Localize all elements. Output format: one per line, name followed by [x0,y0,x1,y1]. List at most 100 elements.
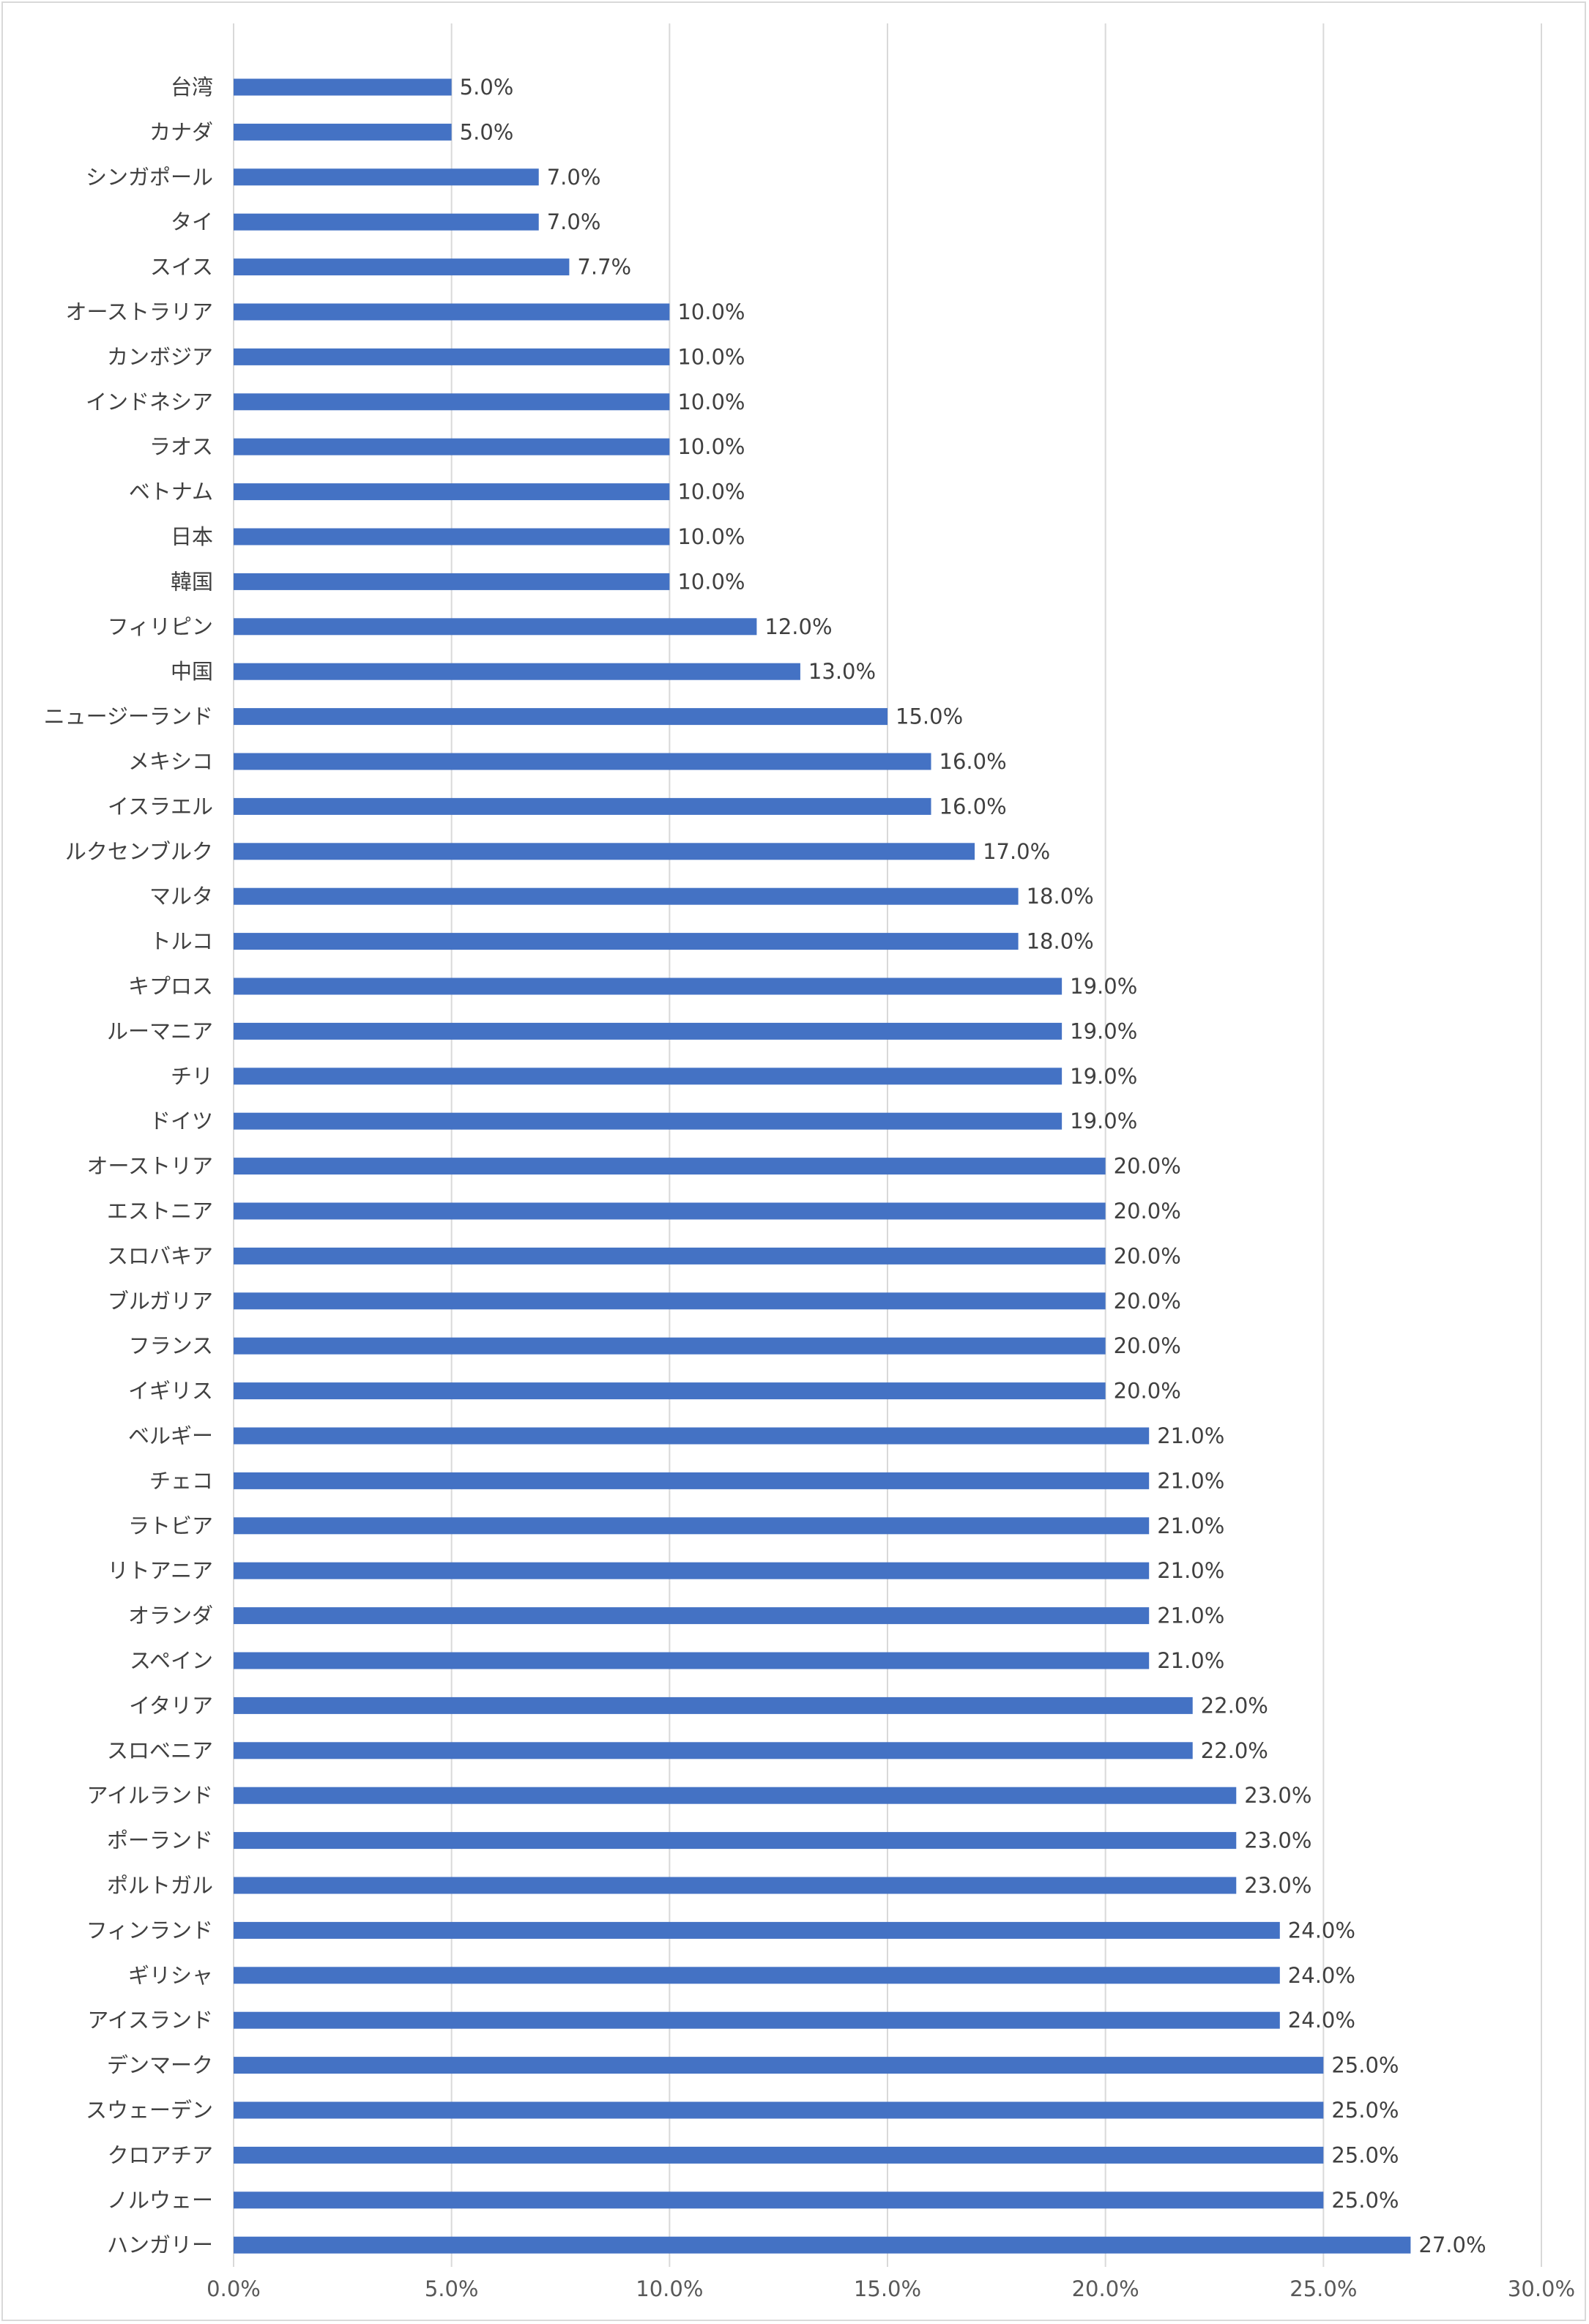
bar [234,213,539,231]
bar [234,1967,1280,1984]
data-label: 10.0% [677,344,745,369]
category-label: インドネシア [86,390,213,414]
category-label: スロベニア [107,1738,213,1763]
bar [234,1921,1280,1939]
bar [234,2011,1280,2029]
data-label: 22.0% [1201,1738,1268,1763]
bar [234,168,539,186]
bar [234,1652,1150,1669]
data-label: 18.0% [1027,884,1094,909]
data-label: 24.0% [1288,2008,1355,2033]
bar-chart: 5.0% 5.0% 7.0% 7.0% 7.7% 10.0% 10.0% 10.0% 10.0%… [44,23,1575,2301]
data-label: 18.0% [1027,929,1094,954]
category-label: フィリピン [108,614,213,639]
bar [234,393,670,411]
data-label: 25.0% [1331,2098,1399,2123]
category-label: ニュージーランド [44,704,213,729]
category-label: ラオス [149,434,213,459]
data-label: 21.0% [1157,1423,1224,1448]
bar [234,123,452,141]
bar [234,708,887,726]
bar [234,2146,1324,2164]
bar [234,1697,1193,1714]
bar [234,1112,1063,1130]
bar [234,663,800,680]
bar [234,303,670,321]
bar [234,1158,1106,1175]
bar [234,438,670,455]
data-label: 21.0% [1157,1468,1224,1493]
bar [234,573,670,590]
data-label: 10.0% [677,390,745,414]
category-label: アイスランド [87,2008,213,2033]
data-label: 21.0% [1157,1604,1224,1628]
data-label: 20.0% [1114,1154,1181,1179]
bar [234,797,931,815]
data-label: 24.0% [1288,1918,1355,1943]
data-label: 10.0% [677,299,745,324]
value-axis-tick-labels: 0.0% 5.0% 10.0% 15.0% 20.0% 25.0% 30.0% [206,2276,1575,2301]
category-label: ポーランド [107,1828,213,1853]
category-label: 台湾 [171,75,213,100]
category-label: ノルウェー [107,2188,213,2213]
bar [234,528,670,545]
x-tick-label: 5.0% [425,2276,479,2301]
category-label: 韓国 [171,569,213,594]
category-label: マルタ [149,884,213,909]
category-label: オーストリア [86,1154,213,1179]
data-label: 20.0% [1114,1243,1181,1268]
bar [234,977,1063,995]
category-label: ドイツ [149,1109,213,1133]
bar [234,1022,1063,1040]
x-tick-label: 10.0% [636,2276,703,2301]
data-label: 17.0% [983,839,1050,864]
data-label: 15.0% [896,704,963,729]
data-label: 10.0% [677,524,745,549]
data-label: 19.0% [1070,1064,1137,1089]
data-label: 5.0% [460,75,514,100]
category-label: チリ [171,1064,213,1089]
x-tick-label: 20.0% [1072,2276,1139,2301]
data-label: 21.0% [1157,1513,1224,1538]
category-label: ブルガリア [108,1289,213,1314]
data-label: 25.0% [1331,2142,1399,2167]
category-label: キプロス [128,974,213,999]
category-label: アイルランド [86,1783,213,1808]
category-label: ベルギー [128,1423,213,1448]
category-label: タイ [171,209,213,234]
category-label: ルーマニア [107,1018,213,1043]
data-label: 24.0% [1288,1963,1355,1988]
bar [234,1742,1193,1759]
bar [234,258,570,276]
data-label: 23.0% [1244,1873,1311,1898]
bar [234,618,757,636]
bar [234,1068,1063,1085]
data-label: 7.7% [577,255,631,280]
bar [234,2057,1324,2074]
data-label: 16.0% [939,794,1007,819]
data-label: 10.0% [677,480,745,504]
data-label: 7.0% [547,209,601,234]
category-label: オランダ [128,1604,213,1628]
data-label: 25.0% [1331,2053,1399,2078]
category-label: ルクセンブルク [65,839,213,864]
data-label: 20.0% [1114,1333,1181,1358]
data-label: 19.0% [1070,1109,1137,1133]
data-label: 23.0% [1244,1783,1311,1808]
x-tick-label: 30.0% [1508,2276,1575,2301]
data-label: 19.0% [1070,1018,1137,1043]
category-label: ラトビア [128,1513,213,1538]
data-label: 20.0% [1114,1379,1181,1404]
category-label: ポルトガル [107,1873,213,1898]
bar [234,1337,1106,1355]
category-label: ギリシャ [128,1963,213,1988]
category-label: スペイン [130,1648,213,1673]
category-axis-labels: 台湾カナダシンガポールタイスイスオーストラリアカンボジアインドネシアラオスベトナ… [44,75,213,2257]
data-labels: 5.0% 5.0% 7.0% 7.0% 7.7% 10.0% 10.0% 10.0% 10.0%… [460,75,1486,2257]
bar [234,1787,1237,1804]
category-label: スロバキア [107,1243,213,1268]
category-label: スイス [150,255,213,280]
category-label: イギリス [128,1379,213,1404]
category-label: イスラエル [108,794,213,819]
